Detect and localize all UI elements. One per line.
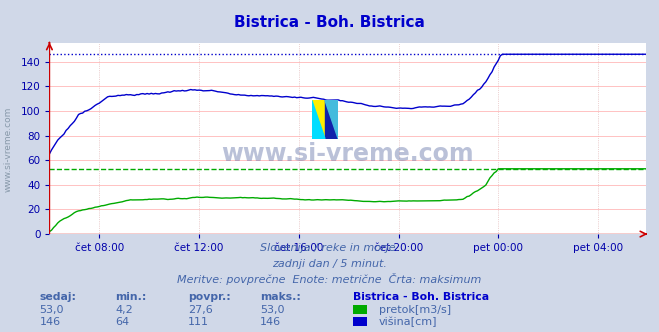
Text: 27,6: 27,6 bbox=[188, 305, 213, 315]
Bar bbox=[325, 100, 338, 138]
Text: Bistrica - Boh. Bistrica: Bistrica - Boh. Bistrica bbox=[353, 292, 489, 302]
Text: pretok[m3/s]: pretok[m3/s] bbox=[379, 305, 451, 315]
Text: 64: 64 bbox=[115, 317, 129, 327]
Text: zadnji dan / 5 minut.: zadnji dan / 5 minut. bbox=[272, 259, 387, 269]
Text: povpr.:: povpr.: bbox=[188, 292, 231, 302]
Text: 53,0: 53,0 bbox=[260, 305, 285, 315]
Text: Bistrica - Boh. Bistrica: Bistrica - Boh. Bistrica bbox=[234, 15, 425, 30]
Polygon shape bbox=[312, 100, 325, 138]
Text: www.si-vreme.com: www.si-vreme.com bbox=[221, 142, 474, 166]
Text: 111: 111 bbox=[188, 317, 209, 327]
Text: 53,0: 53,0 bbox=[40, 305, 64, 315]
Text: www.si-vreme.com: www.si-vreme.com bbox=[4, 107, 13, 192]
Text: maks.:: maks.: bbox=[260, 292, 301, 302]
Text: Meritve: povprečne  Enote: metrične  Črta: maksimum: Meritve: povprečne Enote: metrične Črta:… bbox=[177, 273, 482, 285]
Text: 146: 146 bbox=[40, 317, 61, 327]
Text: 4,2: 4,2 bbox=[115, 305, 133, 315]
Text: min.:: min.: bbox=[115, 292, 147, 302]
Polygon shape bbox=[325, 100, 338, 138]
Text: 146: 146 bbox=[260, 317, 281, 327]
Bar bbox=[312, 100, 325, 138]
Text: višina[cm]: višina[cm] bbox=[379, 316, 438, 327]
Text: sedaj:: sedaj: bbox=[40, 292, 76, 302]
Text: Slovenija / reke in morje.: Slovenija / reke in morje. bbox=[260, 243, 399, 253]
